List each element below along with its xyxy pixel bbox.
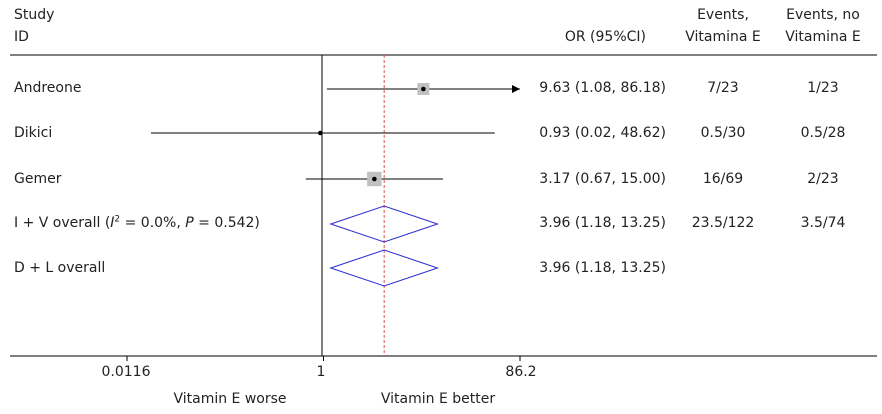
or-text-andreone: 9.63 (1.08, 86.18) [539,80,666,96]
study-name-andreone: Andreone [14,80,82,96]
events-no-e-dikici: 0.5/28 [800,125,846,141]
ci-arrow-andreone [511,85,520,93]
x-tick-label-low: 0.0116 [101,364,151,380]
or-text-gemer: 3.17 (0.67, 15.00) [539,171,666,187]
id-header: ID [14,29,29,45]
events-no-e-andreone: 1/23 [807,80,839,96]
study-name-dikici: Dikici [14,125,53,141]
events-no-e-header-1: Events, no [786,7,860,23]
events-no-e-summary-iv: 3.5/74 [800,215,846,231]
events-e-summary-iv: 23.5/122 [691,215,755,231]
events-no-e-header-2: Vitamina E [785,29,861,45]
point-estimate-gemer [372,176,377,182]
direction-label-right: Vitamin E better [380,391,496,407]
direction-label-left: Vitamin E worse [173,391,287,407]
events-e-gemer: 16/69 [702,171,744,187]
events-e-header-1: Events, [697,7,749,23]
events-e-dikici: 0.5/30 [700,125,746,141]
point-estimate-andreone [421,86,426,92]
study-name-gemer: Gemer [14,171,62,187]
or-header: OR (95%CI) [564,29,646,45]
point-estimate-dikici [318,130,323,136]
or-text-dikici: 0.93 (0.02, 48.62) [539,125,666,141]
summary-label-dl: D + L overall [14,260,106,276]
or-text-summary-dl: 3.96 (1.18, 13.25) [539,260,666,276]
or-text-summary-iv: 3.96 (1.18, 13.25) [539,215,666,231]
summary-diamond-dl [329,249,439,287]
x-tick-label-high: 86.2 [505,364,537,380]
x-tick-label-null: 1 [316,364,326,380]
summary-diamond-iv [329,205,439,243]
events-e-header-2: Vitamina E [685,29,761,45]
summary-label-iv: I + V overall (I2 = 0.0%, P = 0.542) [14,214,260,231]
events-no-e-gemer: 2/23 [807,171,839,187]
events-e-andreone: 7/23 [707,80,739,96]
study-header: Study [14,7,55,23]
